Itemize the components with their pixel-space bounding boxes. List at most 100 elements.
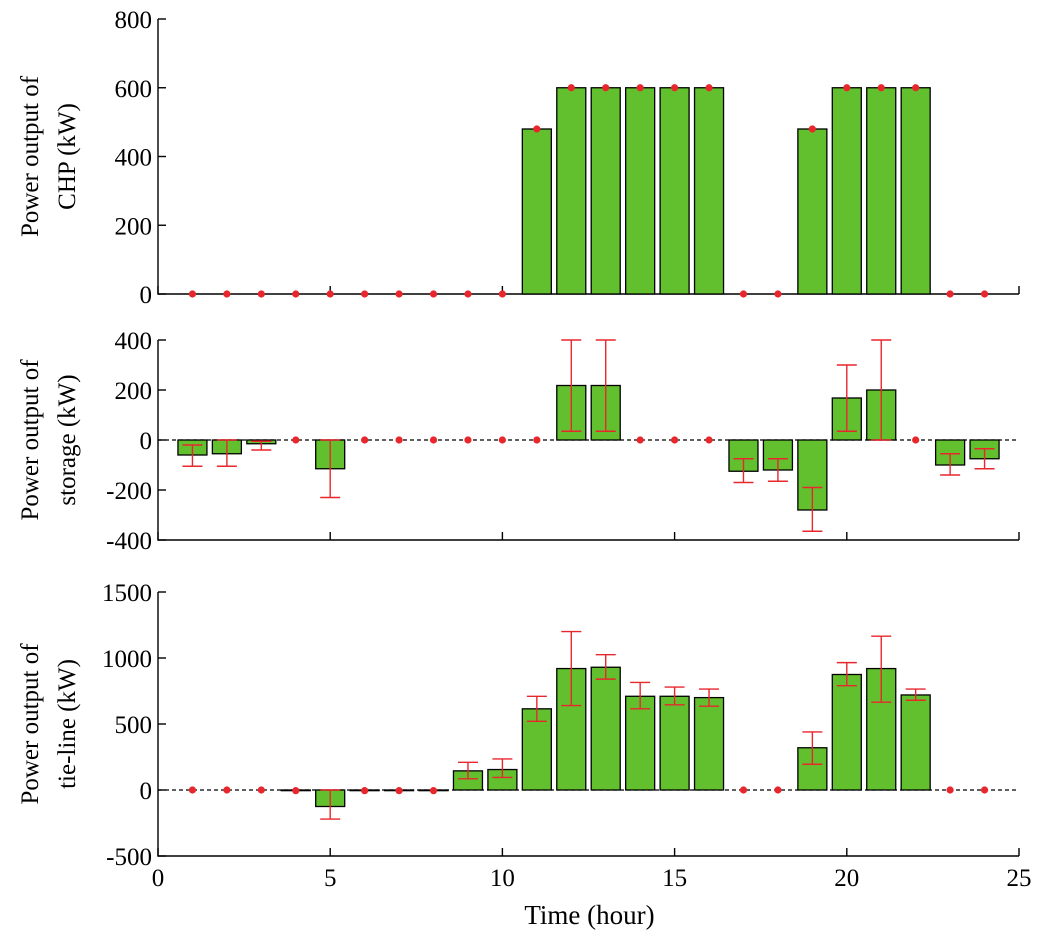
x-axis-label: Time (hour) — [524, 900, 654, 930]
tieline-error-bar-hour-5 — [320, 789, 341, 820]
tieline-ytick-label-4: 1500 — [102, 580, 152, 607]
chp-marker-hour-4 — [292, 290, 300, 298]
storage-error-bar-hour-12 — [561, 339, 582, 432]
ylabel-tieline-line1: Power output of — [17, 643, 44, 805]
chp-marker-hour-21 — [877, 84, 885, 92]
tieline-marker-hour-2 — [223, 786, 231, 794]
tieline-marker-hour-18 — [774, 786, 782, 794]
tieline-marker-hour-7 — [395, 787, 403, 795]
chp-marker-hour-19 — [808, 125, 816, 133]
tieline-error-bar-hour-10 — [492, 758, 513, 779]
tieline-marker-hour-3 — [257, 786, 265, 794]
chp-marker-hour-7 — [395, 290, 403, 298]
storage-error-bar-hour-1 — [182, 444, 203, 467]
storage-error-bar-hour-3 — [251, 440, 272, 451]
storage-error-bar-hour-23 — [940, 453, 961, 476]
chp-marker-hour-9 — [464, 290, 472, 298]
ylabel-chp-line2: CHP (kW) — [54, 103, 81, 210]
chp-marker-hour-3 — [257, 290, 265, 298]
storage-marker-hour-9 — [464, 436, 472, 444]
bars-storage — [177, 339, 1000, 532]
tieline-xtick-label-5: 25 — [1007, 865, 1032, 892]
storage-ytick-label-0: -400 — [106, 528, 152, 555]
storage-marker-hour-4 — [292, 436, 300, 444]
chp-marker-hour-18 — [774, 290, 782, 298]
tieline-marker-hour-24 — [980, 786, 989, 794]
tieline-marker-hour-17 — [739, 786, 748, 794]
chart-storage-power: -400 -200 0 200 400 Power output of storage … — [17, 328, 1020, 555]
tieline-bar-hour-14 — [625, 695, 656, 791]
tieline-error-bar-hour-21 — [871, 635, 892, 703]
chp-ytick-label-0: 0 — [140, 282, 153, 309]
chp-ytick-label-1: 200 — [115, 213, 153, 240]
storage-error-bar-hour-24 — [974, 448, 995, 470]
tieline-xtick-label-2: 10 — [490, 865, 515, 892]
chp-marker-hour-6 — [361, 290, 369, 298]
tieline-ytick-label-0: -500 — [106, 844, 152, 871]
tieline-xtick-label-3: 15 — [662, 865, 687, 892]
storage-marker-hour-8 — [429, 436, 438, 444]
storage-error-bar-hour-21 — [871, 339, 892, 441]
tieline-marker-hour-4 — [292, 787, 300, 795]
storage-error-bar-hour-19 — [802, 486, 823, 532]
chp-bar-hour-16 — [693, 87, 725, 295]
tieline-error-bar-hour-22 — [905, 688, 926, 701]
tieline-marker-hour-6 — [361, 787, 369, 795]
tieline-bar-hour-20 — [831, 673, 862, 791]
ylabel-tieline-line2: tie-line (kW) — [54, 659, 81, 789]
chp-marker-hour-12 — [567, 84, 575, 92]
tieline-marker-hour-8 — [429, 787, 438, 795]
tieline-ytick-label-2: 500 — [115, 712, 153, 739]
tieline-error-bar-hour-15 — [664, 686, 685, 706]
chp-bar-hour-22 — [900, 87, 931, 295]
chp-ytick-label-3: 600 — [115, 76, 153, 103]
chp-marker-hour-17 — [739, 290, 748, 298]
bars-tieline — [188, 630, 989, 820]
chp-bar-hour-21 — [866, 87, 897, 295]
storage-marker-hour-7 — [395, 436, 403, 444]
storage-error-bar-hour-20 — [836, 364, 857, 432]
storage-marker-hour-16 — [705, 436, 713, 444]
chp-marker-hour-5 — [326, 290, 334, 298]
chp-bar-hour-19 — [797, 128, 828, 295]
storage-ytick-label-3: 200 — [115, 378, 153, 405]
chart-chp-power: 0 200 400 600 800 Power output of CHP (kW) — [17, 7, 1020, 309]
tieline-ytick-label-1: 0 — [140, 778, 153, 805]
tieline-error-bar-hour-14 — [630, 681, 651, 710]
tieline-marker-hour-23 — [946, 786, 954, 794]
tieline-ytick-label-3: 1000 — [102, 646, 152, 673]
tieline-error-bar-hour-16 — [699, 688, 720, 707]
chp-marker-hour-20 — [843, 84, 851, 92]
chp-bar-hour-12 — [556, 87, 587, 295]
chp-ytick-label-4: 800 — [115, 7, 153, 34]
storage-error-bar-hour-18 — [767, 458, 788, 482]
storage-marker-hour-6 — [361, 436, 369, 444]
ylabel-storage-line1: Power output of — [17, 359, 44, 521]
storage-marker-hour-14 — [636, 436, 644, 444]
storage-marker-hour-10 — [498, 436, 506, 444]
bars-chp — [188, 84, 989, 298]
tieline-xtick-label-4: 20 — [834, 865, 859, 892]
chp-bar-hour-15 — [659, 87, 690, 295]
chp-marker-hour-8 — [429, 290, 438, 298]
chp-marker-hour-22 — [912, 84, 920, 92]
tieline-error-bar-hour-11 — [526, 695, 547, 723]
storage-ytick-label-1: -200 — [106, 478, 152, 505]
chp-marker-hour-11 — [533, 125, 541, 133]
tieline-bar-hour-16 — [693, 696, 725, 791]
chp-marker-hour-2 — [223, 290, 231, 298]
chp-bar-hour-11 — [521, 128, 552, 295]
tieline-bar-hour-13 — [590, 666, 621, 791]
tieline-error-bar-hour-19 — [802, 731, 823, 765]
storage-error-bar-hour-5 — [320, 439, 341, 499]
chp-marker-hour-13 — [602, 84, 610, 92]
storage-marker-hour-15 — [671, 436, 679, 444]
chp-marker-hour-23 — [946, 290, 954, 298]
storage-error-bar-hour-13 — [595, 339, 616, 432]
tieline-error-bar-hour-9 — [457, 761, 478, 780]
storage-ytick-label-2: 0 — [140, 428, 153, 455]
tieline-error-bar-hour-20 — [836, 661, 857, 687]
tieline-marker-hour-1 — [188, 786, 197, 794]
storage-ytick-label-4: 400 — [115, 328, 153, 355]
